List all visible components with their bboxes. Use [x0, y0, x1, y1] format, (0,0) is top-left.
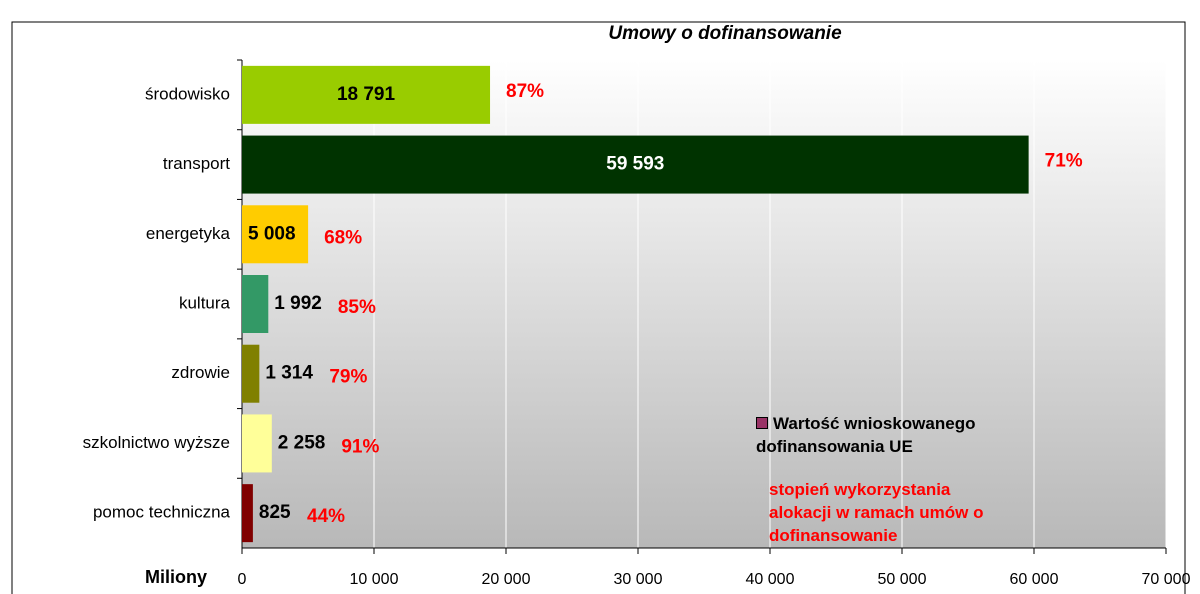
x-tick-label: 10 000: [350, 571, 399, 588]
bar: [242, 344, 260, 403]
value-label: 1 314: [265, 363, 313, 384]
legend: Wartość wnioskowanego dofinansowania UE: [756, 412, 1056, 458]
y-tick-label: transport: [163, 154, 230, 173]
bar: [242, 135, 1029, 194]
value-label: 2 258: [278, 432, 326, 453]
x-tick-label: 0: [238, 571, 247, 588]
y-tick-label: pomoc techniczna: [93, 503, 231, 522]
y-tick-label: środowisko: [145, 84, 230, 103]
value-label: 825: [259, 502, 291, 523]
percent-label: 91%: [341, 436, 379, 457]
bar: [242, 65, 491, 124]
percent-label: 44%: [307, 506, 345, 527]
x-tick-label: 20 000: [482, 571, 531, 588]
x-tick-label: 40 000: [746, 571, 795, 588]
percent-label: 71%: [1045, 151, 1083, 172]
bar: [242, 205, 309, 264]
x-axis-label: Miliony: [145, 567, 207, 587]
y-tick-label: energetyka: [146, 224, 231, 243]
y-tick-label: zdrowie: [171, 363, 230, 382]
annotation: stopień wykorzystania alokacji w ramach …: [769, 480, 984, 545]
value-label: 1 992: [274, 293, 322, 314]
y-tick-label: kultura: [179, 293, 231, 312]
value-label: 5 008: [248, 223, 296, 244]
percent-label: 79%: [329, 367, 367, 388]
x-tick-label: 50 000: [878, 571, 927, 588]
percent-label: 68%: [324, 227, 362, 248]
value-label: 59 593: [606, 154, 664, 175]
percent-label: 87%: [506, 81, 544, 102]
percent-label: 85%: [338, 297, 376, 318]
chart-title: Umowy o dofinansowanie: [608, 23, 842, 44]
bar: [242, 484, 253, 543]
x-tick-label: 70 000: [1142, 571, 1191, 588]
y-tick-label: szkolnictwo wyższe: [83, 433, 230, 452]
bar: [242, 414, 272, 473]
plot-area: [242, 60, 1166, 548]
legend-swatch: [756, 417, 768, 429]
x-tick-label: 60 000: [1010, 571, 1059, 588]
x-tick-label: 30 000: [614, 571, 663, 588]
legend-label: Wartość wnioskowanego dofinansowania UE: [756, 414, 976, 456]
bar: [242, 275, 269, 333]
value-label: 18 791: [337, 84, 396, 105]
